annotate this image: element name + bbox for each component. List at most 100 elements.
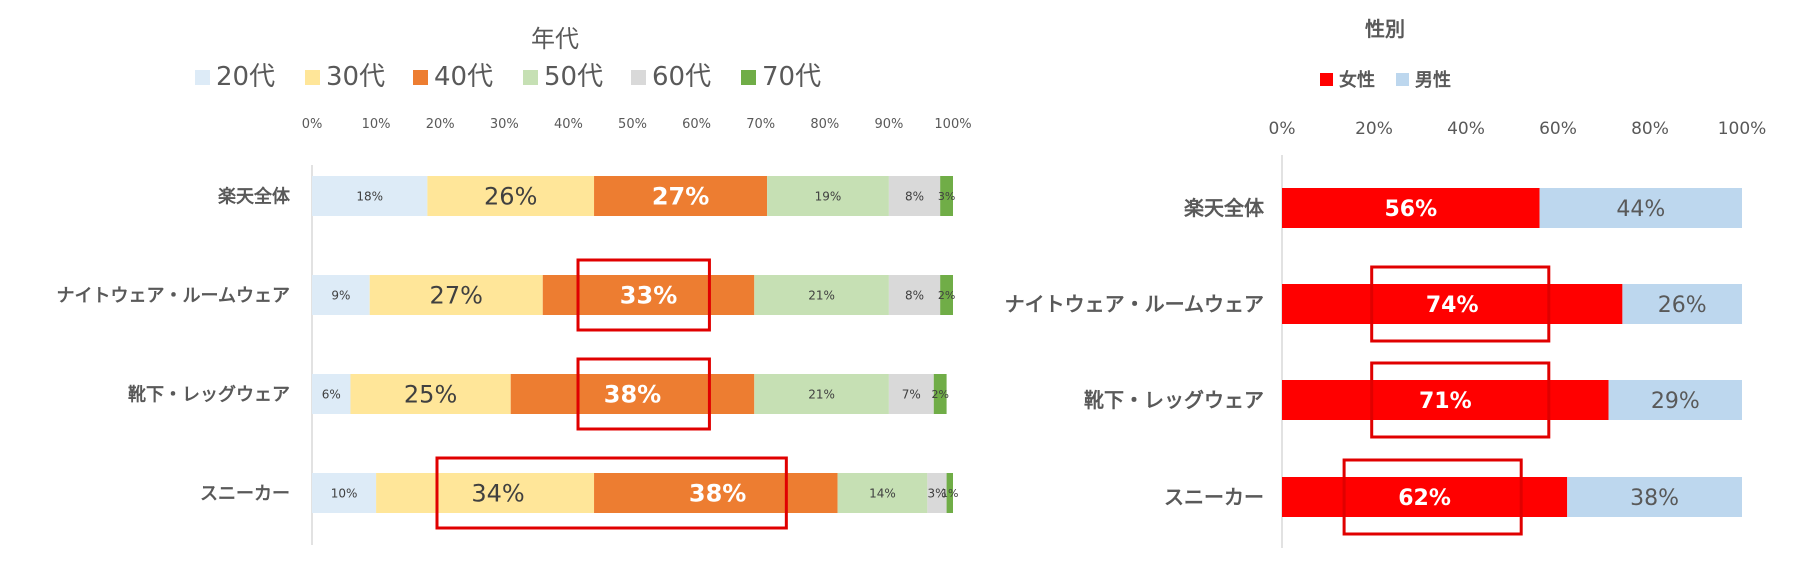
gender-tick-label-2: 40%: [1447, 119, 1485, 139]
gender-highlight-box-0: [1370, 265, 1551, 343]
gender-tick-label-0: 0%: [1269, 119, 1296, 139]
gender-bar-1-1: [1622, 284, 1742, 324]
gender-tick-label-5: 100%: [1718, 119, 1767, 139]
gender-legend-label-0: 女性: [1339, 69, 1375, 91]
age-tick-label-6: 60%: [682, 117, 711, 132]
age-data-label-3-1: 34%: [471, 480, 524, 508]
age-data-label-1-2: 33%: [620, 282, 677, 310]
gender-bar-2-1: [1608, 380, 1742, 420]
gender-legend-swatch-1: [1396, 73, 1409, 86]
age-legend-label-4: 60代: [652, 62, 711, 92]
age-legend-swatch-1: [305, 70, 320, 85]
age-x-axis: 0% 10% 20% 30% 40% 50% 60% 70% 80% 90% 100%: [302, 117, 972, 545]
age-bar-2-5: [933, 374, 947, 414]
gender-data-label-2-1: 29%: [1651, 389, 1700, 414]
age-legend-label-5: 70代: [762, 62, 821, 92]
age-chart-title: 年代: [531, 25, 579, 53]
age-bar-1-1: [369, 275, 543, 315]
gender-category-label-3: スニーカー: [1164, 485, 1264, 509]
age-data-label-1-0: 9%: [331, 288, 350, 302]
age-legend-item-3: 50代: [523, 62, 603, 92]
age-chart: 年代 20代 30代 40代 50代 60代 70代 0% 10% 20% 30% 40% 50% 6…: [57, 25, 972, 545]
age-bar-1-0: [312, 275, 370, 315]
gender-chart: 性別 女性 男性 0% 20% 40% 60% 80% 100% 56% 44% 74% 26% 7…: [1005, 17, 1767, 548]
gender-highlight-box-1: [1370, 361, 1551, 439]
age-bar-0-5: [940, 176, 953, 216]
gender-x-axis: 0% 20% 40% 60% 80% 100%: [1269, 119, 1767, 548]
gender-data-label-1-1: 26%: [1658, 293, 1707, 318]
age-data-label-0-0: 18%: [356, 189, 383, 203]
age-bar-3-2: [594, 473, 838, 513]
age-legend-item-4: 60代: [631, 62, 711, 92]
age-tick-label-10: 100%: [934, 117, 971, 132]
age-bar-0-4: [888, 176, 941, 216]
gender-legend-swatch-0: [1320, 73, 1333, 86]
gender-bars: 56% 44% 74% 26% 71% 29% 62% 38%: [1282, 188, 1742, 517]
age-data-label-0-3: 19%: [815, 189, 842, 203]
age-bar-3-0: [312, 473, 377, 513]
age-bar-1-3: [754, 275, 889, 315]
age-bar-3-3: [837, 473, 928, 513]
age-data-label-1-5: 2%: [938, 289, 955, 302]
age-tick-label-1: 10%: [362, 117, 391, 132]
gender-data-label-3-1: 38%: [1630, 486, 1679, 511]
gender-data-label-3-0: 62%: [1398, 486, 1451, 511]
age-tick-label-3: 30%: [490, 117, 519, 132]
gender-data-label-0-0: 56%: [1384, 197, 1437, 222]
age-data-label-1-3: 21%: [808, 288, 835, 302]
gender-bar-0-0: [1282, 188, 1540, 228]
age-bar-3-5: [946, 473, 953, 513]
age-bar-1-5: [940, 275, 953, 315]
age-legend-label-2: 40代: [434, 62, 493, 92]
age-bars: 18% 26% 27% 19% 8% 3% 9% 27% 33% 21% 8% 2% 6% 25% 38% 2…: [312, 176, 959, 513]
gender-data-label-2-0: 71%: [1419, 389, 1472, 414]
age-legend-swatch-2: [413, 70, 428, 85]
age-legend-swatch-4: [631, 70, 646, 85]
age-data-label-3-2: 38%: [689, 480, 746, 508]
age-bar-3-1: [376, 473, 595, 513]
age-bar-2-1: [350, 374, 511, 414]
gender-data-label-0-1: 44%: [1616, 197, 1665, 222]
age-legend-item-5: 70代: [741, 62, 821, 92]
age-data-label-3-5: 1%: [941, 487, 958, 500]
age-data-label-3-3: 14%: [869, 486, 896, 500]
age-data-label-2-1: 25%: [404, 381, 457, 409]
age-data-label-1-1: 27%: [430, 282, 483, 310]
gender-legend-item-1: 男性: [1396, 69, 1451, 91]
age-category-label-2: 靴下・レッグウェア: [128, 383, 290, 405]
age-legend-swatch-5: [741, 70, 756, 85]
gender-legend-item-0: 女性: [1320, 69, 1375, 91]
age-legend-label-1: 30代: [326, 62, 385, 92]
age-highlight-box-0: [576, 258, 711, 332]
gender-tick-label-3: 60%: [1539, 119, 1577, 139]
age-bar-2-2: [510, 374, 755, 414]
age-tick-label-0: 0%: [302, 117, 323, 132]
age-data-label-2-5: 2%: [931, 388, 948, 401]
gender-bar-0-1: [1539, 188, 1742, 228]
age-category-label-1: ナイトウェア・ルームウェア: [57, 285, 290, 306]
age-tick-label-8: 80%: [810, 117, 839, 132]
age-legend-item-1: 30代: [305, 62, 385, 92]
gender-category-label-2: 靴下・レッグウェア: [1084, 388, 1264, 412]
age-category-label-3: スニーカー: [200, 483, 290, 504]
age-legend: 20代 30代 40代 50代 60代 70代: [195, 62, 821, 92]
age-highlight-boxes: [435, 258, 788, 530]
gender-highlight-boxes: [1342, 265, 1551, 536]
age-tick-label-7: 70%: [746, 117, 775, 132]
gender-highlight-box-2: [1342, 458, 1523, 536]
age-highlight-box-1: [576, 357, 711, 431]
age-category-label-0: 楽天全体: [218, 185, 291, 207]
age-bar-0-0: [312, 176, 428, 216]
age-data-label-2-3: 21%: [808, 387, 835, 401]
age-bar-2-4: [888, 374, 934, 414]
age-bar-1-4: [888, 275, 941, 315]
gender-tick-label-1: 20%: [1355, 119, 1393, 139]
gender-category-label-1: ナイトウェア・ルームウェア: [1005, 292, 1264, 316]
age-tick-label-2: 20%: [426, 117, 455, 132]
age-data-label-2-4: 7%: [902, 387, 921, 401]
gender-bar-3-0: [1282, 477, 1568, 517]
age-bar-0-1: [427, 176, 595, 216]
